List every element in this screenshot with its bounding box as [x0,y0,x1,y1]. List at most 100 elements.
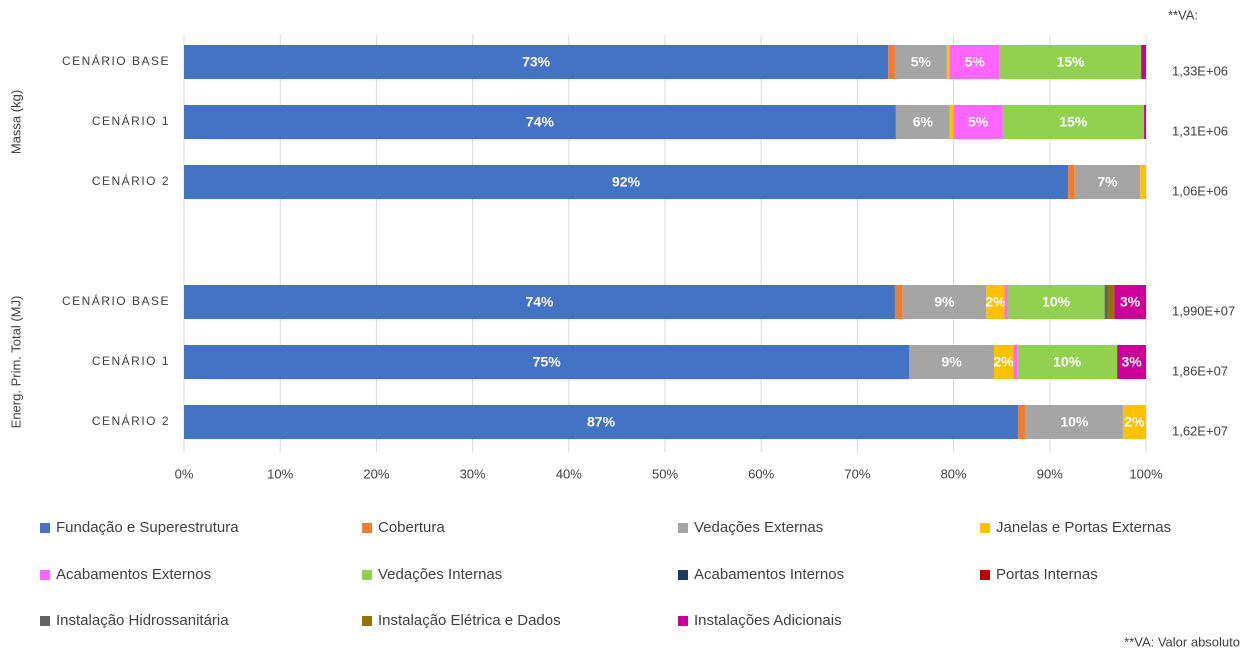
x-tick-label: 0% [175,466,194,481]
x-tick-label: 40% [556,466,582,481]
legend-label: Instalações Adicionais [694,612,842,629]
x-tick-label: 20% [363,466,389,481]
bar-segment [946,45,950,79]
legend-label: Cobertura [378,519,445,536]
data-label: 5% [968,114,989,130]
bar-segment [1140,165,1146,199]
x-tick-label: 100% [1129,466,1163,481]
category-label: CENÁRIO BASE [62,53,170,68]
data-label: 5% [965,54,986,70]
data-label: 75% [533,354,562,370]
bar-segment [1002,105,1145,139]
data-label: 87% [587,414,616,430]
bar-segment [1007,285,1105,319]
data-label: 74% [525,294,554,310]
bar-segment [184,405,1019,439]
category-label: CENÁRIO 1 [92,353,170,368]
bar-segment [1068,165,1075,199]
legend-swatch [40,570,50,580]
legend-label: Instalação Elétrica e Dados [378,612,561,629]
bar-segment [1017,345,1118,379]
bar-segment [894,45,947,79]
data-label: 3% [1121,354,1142,370]
bar-segment [1104,285,1108,319]
legend-swatch [678,570,688,580]
legend-swatch [362,616,372,626]
category-label: CENÁRIO 1 [92,113,170,128]
bar-segment [999,45,1142,79]
bar-segment [1107,285,1115,319]
legend-label: Portas Internas [996,566,1098,583]
x-tick-label: 30% [460,466,486,481]
group-label: Energ. Prim. Total (MJ) [8,296,23,429]
legend-label: Janelas e Portas Externas [996,519,1171,536]
bar-segment [909,345,995,379]
category-label: CENÁRIO 2 [92,413,170,428]
legend-label: Vedações Internas [378,566,502,583]
bar-segment [1122,405,1146,439]
data-label: 9% [934,294,955,310]
x-tick-label: 60% [748,466,774,481]
data-label: 10% [1060,414,1089,430]
legend-label: Acabamentos Internos [694,566,844,583]
bar-segment [1141,45,1146,79]
category-label: CENÁRIO 2 [92,173,170,188]
bar-segment [994,345,1014,379]
group-label: Massa (kg) [8,90,23,154]
data-label: 73% [522,54,551,70]
legend-label: Fundação e Superestrutura [56,519,239,536]
bar-segment [986,285,1005,319]
data-label: 74% [526,114,555,130]
data-label: 7% [1097,174,1118,190]
bar-segment [949,105,954,139]
total-label: 1,33E+06 [1172,63,1228,78]
bar-segment [1144,105,1146,139]
total-label: 1,06E+06 [1172,183,1228,198]
data-label: 6% [913,114,934,130]
data-label: 2% [1124,414,1145,430]
legend-swatch [40,523,50,533]
data-label: 3% [1120,294,1141,310]
bar-segment [1004,285,1008,319]
data-label: 15% [1056,54,1085,70]
category-label: CENÁRIO BASE [62,293,170,308]
x-tick-label: 90% [1037,466,1063,481]
bar-segment [895,105,950,139]
data-label: 92% [612,174,641,190]
data-label: 10% [1053,354,1082,370]
bar-segment [184,165,1069,199]
data-label: 15% [1059,114,1088,130]
x-tick-label: 10% [267,466,293,481]
totals-header: **VA: [1168,7,1198,22]
legend-swatch [678,616,688,626]
data-label: 2% [985,294,1006,310]
x-tick-label: 70% [844,466,870,481]
bar-segment [1074,165,1141,199]
legend-swatch [362,570,372,580]
x-tick-label: 50% [652,466,678,481]
total-label: 1,31E+06 [1172,123,1228,138]
bar-segment [184,285,895,319]
total-label: 1,990E+07 [1172,303,1235,318]
bar-segment [894,285,903,319]
bar-segment [184,345,910,379]
legend-label: Instalação Hidrossanitária [56,612,229,629]
total-label: 1,86E+07 [1172,363,1228,378]
total-label: 1,62E+07 [1172,423,1228,438]
bar-segment [953,105,1003,139]
note: **VA: Valor absoluto [1124,634,1240,649]
bar-segment [1013,345,1018,379]
legend-swatch [678,523,688,533]
legend-swatch [40,616,50,626]
legend-swatch [980,570,990,580]
bar-segment [949,45,1000,79]
legend-swatch [362,523,372,533]
bar-segment [888,45,895,79]
bar-segment [1025,405,1123,439]
legend-swatch [980,523,990,533]
bar-segment [1114,285,1146,319]
data-label: 2% [994,354,1015,370]
bar-segment [184,105,896,139]
bar-segment [1117,345,1146,379]
